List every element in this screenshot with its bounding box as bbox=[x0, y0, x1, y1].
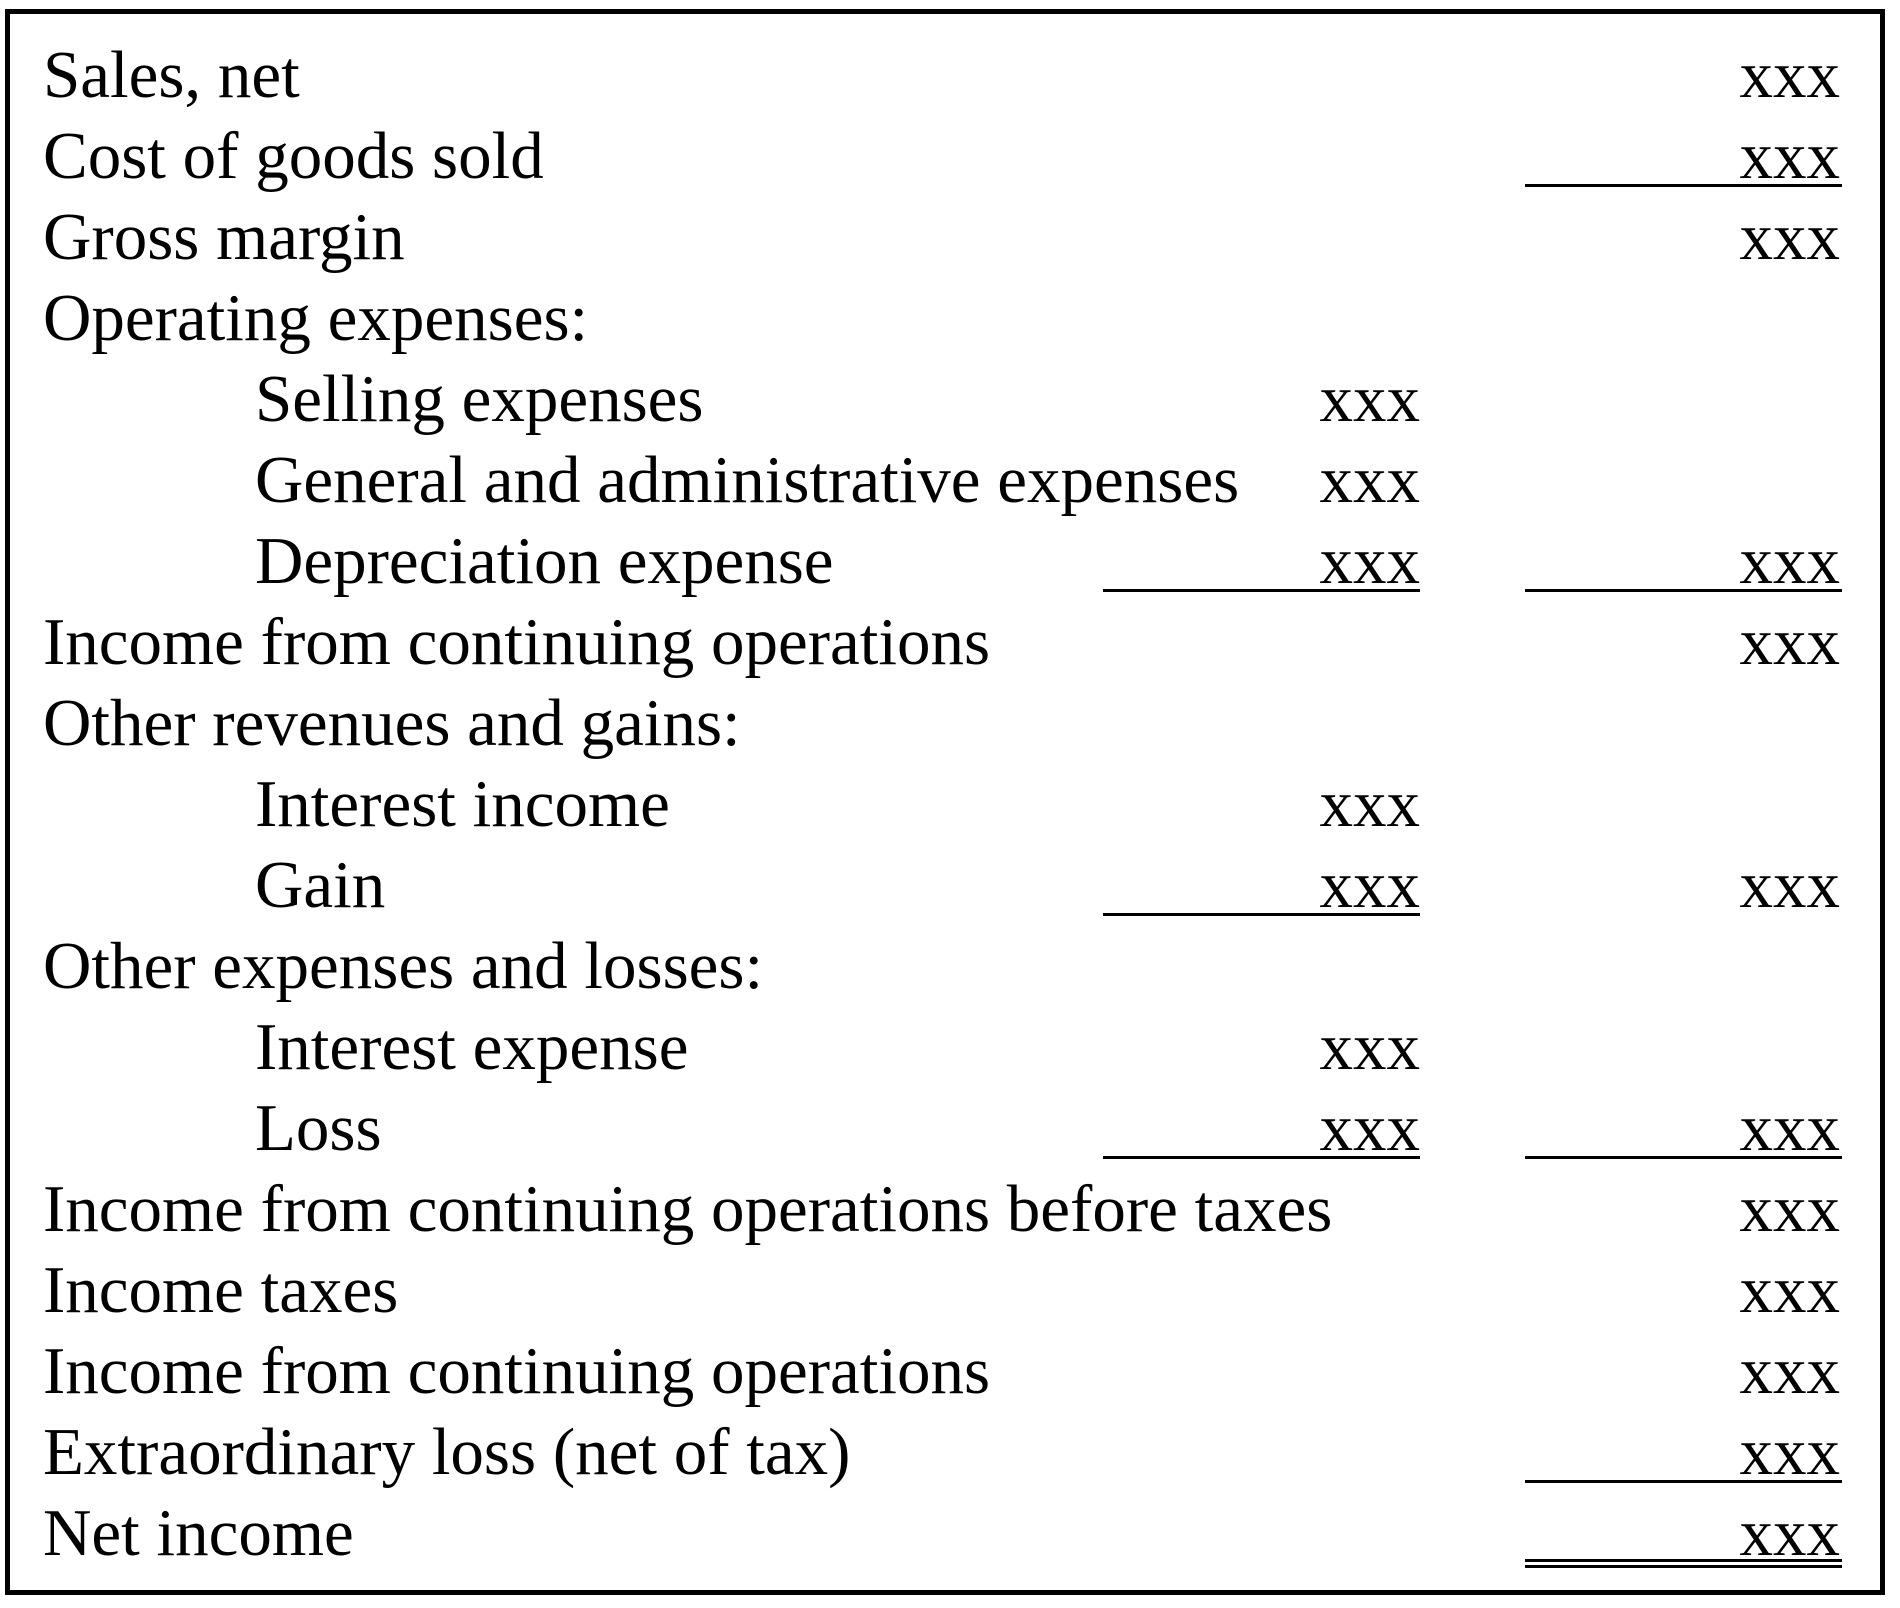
line-label: Interest expense bbox=[255, 1010, 689, 1084]
amount-col1: xxx bbox=[1319, 1091, 1421, 1165]
row-extraordinary-loss: Extraordinary loss (net of tax) xxx bbox=[0, 1412, 1900, 1493]
line-label: Depreciation expense bbox=[255, 524, 834, 598]
row-other-expenses-header: Other expenses and losses: bbox=[0, 926, 1900, 1007]
row-interest-expense: Interest expense xxx bbox=[0, 1007, 1900, 1088]
amount-col1: xxx bbox=[1319, 524, 1421, 598]
line-label: Net income bbox=[43, 1496, 354, 1570]
amount-col1: xxx bbox=[1319, 767, 1421, 841]
amount-col2: xxx bbox=[1739, 605, 1841, 679]
amount-col2: xxx bbox=[1739, 1415, 1841, 1489]
amount-col1: xxx bbox=[1319, 848, 1421, 922]
amount-col2: xxx bbox=[1739, 1334, 1841, 1408]
underline-depreciation-col2 bbox=[1525, 589, 1842, 592]
amount-col1: xxx bbox=[1319, 1010, 1421, 1084]
underline-depreciation-col1 bbox=[1103, 589, 1420, 592]
amount-col2: xxx bbox=[1739, 848, 1841, 922]
section-header: Other expenses and losses: bbox=[43, 929, 764, 1003]
double-underline-net-income bbox=[1525, 1559, 1842, 1568]
row-income-before-taxes: Income from continuing operations before… bbox=[0, 1169, 1900, 1250]
line-label: Loss bbox=[255, 1091, 382, 1165]
amount-col2: xxx bbox=[1739, 119, 1841, 193]
row-income-continuing-ops: Income from continuing operations xxx bbox=[0, 602, 1900, 683]
underline-extraordinary-loss bbox=[1525, 1480, 1842, 1483]
line-label: Income taxes bbox=[43, 1253, 399, 1327]
row-income-taxes: Income taxes xxx bbox=[0, 1250, 1900, 1331]
line-label: Income from continuing operations before… bbox=[43, 1172, 1333, 1246]
underline-loss-col2 bbox=[1525, 1156, 1842, 1159]
amount-col2: xxx bbox=[1739, 524, 1841, 598]
amount-col1: xxx bbox=[1319, 443, 1421, 517]
amount-col1: xxx bbox=[1319, 362, 1421, 436]
row-loss: Loss xxx xxx bbox=[0, 1088, 1900, 1169]
row-operating-expenses-header: Operating expenses: bbox=[0, 278, 1900, 359]
amount-col2: xxx bbox=[1739, 1496, 1841, 1570]
amount-col2: xxx bbox=[1739, 1253, 1841, 1327]
line-label: Gross margin bbox=[43, 200, 405, 274]
row-gain: Gain xxx xxx bbox=[0, 845, 1900, 926]
row-cogs: Cost of goods sold xxx bbox=[0, 116, 1900, 197]
line-label: Gain bbox=[255, 848, 386, 922]
row-other-revenues-header: Other revenues and gains: bbox=[0, 683, 1900, 764]
line-label: Selling expenses bbox=[255, 362, 704, 436]
statement-border bbox=[5, 9, 1885, 1595]
row-selling-expenses: Selling expenses xxx bbox=[0, 359, 1900, 440]
section-header: Other revenues and gains: bbox=[43, 686, 741, 760]
amount-col2: xxx bbox=[1739, 1091, 1841, 1165]
line-label: General and administrative expenses bbox=[255, 443, 1240, 517]
amount-col2: xxx bbox=[1739, 38, 1841, 112]
row-general-admin-expenses: General and administrative expenses xxx bbox=[0, 440, 1900, 521]
row-gross-margin: Gross margin xxx bbox=[0, 197, 1900, 278]
line-label: Interest income bbox=[255, 767, 670, 841]
line-label: Extraordinary loss (net of tax) bbox=[43, 1415, 851, 1489]
amount-col2: xxx bbox=[1739, 200, 1841, 274]
underline-gain-col1 bbox=[1103, 913, 1420, 916]
amount-col2: xxx bbox=[1739, 1172, 1841, 1246]
underline-loss-col1 bbox=[1103, 1156, 1420, 1159]
row-sales-net: Sales, net xxx bbox=[0, 35, 1900, 116]
row-depreciation-expense: Depreciation expense xxx xxx bbox=[0, 521, 1900, 602]
line-label: Income from continuing operations bbox=[43, 605, 991, 679]
row-interest-income: Interest income xxx bbox=[0, 764, 1900, 845]
underline-cogs bbox=[1525, 184, 1842, 187]
line-label: Sales, net bbox=[43, 38, 300, 112]
section-header: Operating expenses: bbox=[43, 281, 589, 355]
line-label: Income from continuing operations bbox=[43, 1334, 991, 1408]
line-label: Cost of goods sold bbox=[43, 119, 544, 193]
row-net-income: Net income xxx bbox=[0, 1493, 1900, 1574]
row-income-continuing-ops-after-tax: Income from continuing operations xxx bbox=[0, 1331, 1900, 1412]
